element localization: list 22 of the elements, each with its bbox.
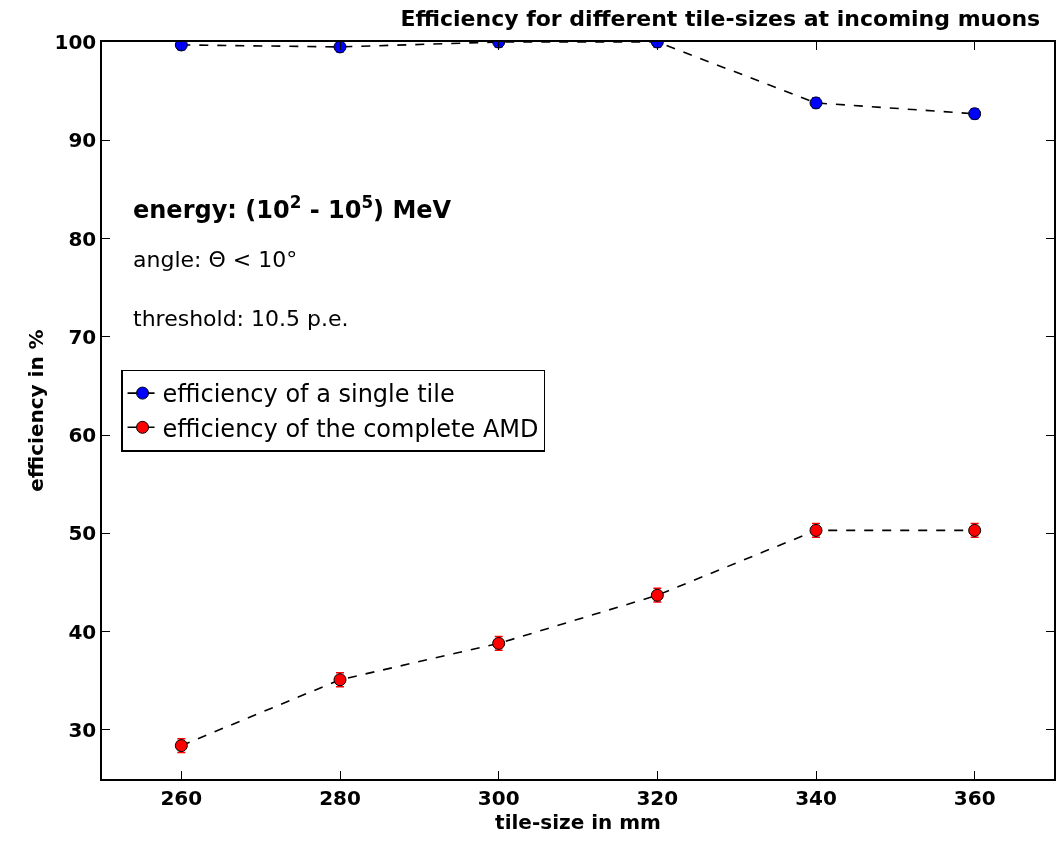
x-tick-label: 300	[477, 785, 520, 810]
y-tick-label: 40	[68, 619, 97, 644]
legend-label: efficiency of the complete AMD	[162, 414, 539, 443]
y-tick-label: 90	[68, 128, 97, 153]
x-tick-label: 260	[160, 785, 203, 810]
x-tick-label: 340	[795, 785, 837, 810]
y-tick-label: 50	[68, 521, 97, 546]
x-tick-label: 320	[636, 785, 679, 810]
y-tick-label: 80	[68, 226, 97, 251]
y-tick-label: 60	[68, 423, 97, 448]
x-tick-label: 360	[953, 785, 996, 810]
annotation: energy: (10$^{2}$ - 10$^{5}$) MeV	[133, 192, 452, 225]
x-tick-label: 280	[319, 785, 361, 810]
legend-label: efficiency of a single tile	[162, 380, 455, 409]
annotation: angle: Θ < 10°	[133, 247, 298, 272]
y-tick-label: 70	[68, 324, 97, 349]
y-axis-title: efficiency in %	[23, 329, 48, 492]
y-tick-label: 100	[54, 30, 97, 54]
y-tick-label: 30	[68, 717, 97, 742]
chart-title: Efficiency for different tile-sizes at incoming muons	[400, 6, 1041, 32]
x-axis-title: tile-size in mm	[495, 809, 661, 834]
annotation: threshold: 10.5 p.e.	[133, 306, 349, 331]
